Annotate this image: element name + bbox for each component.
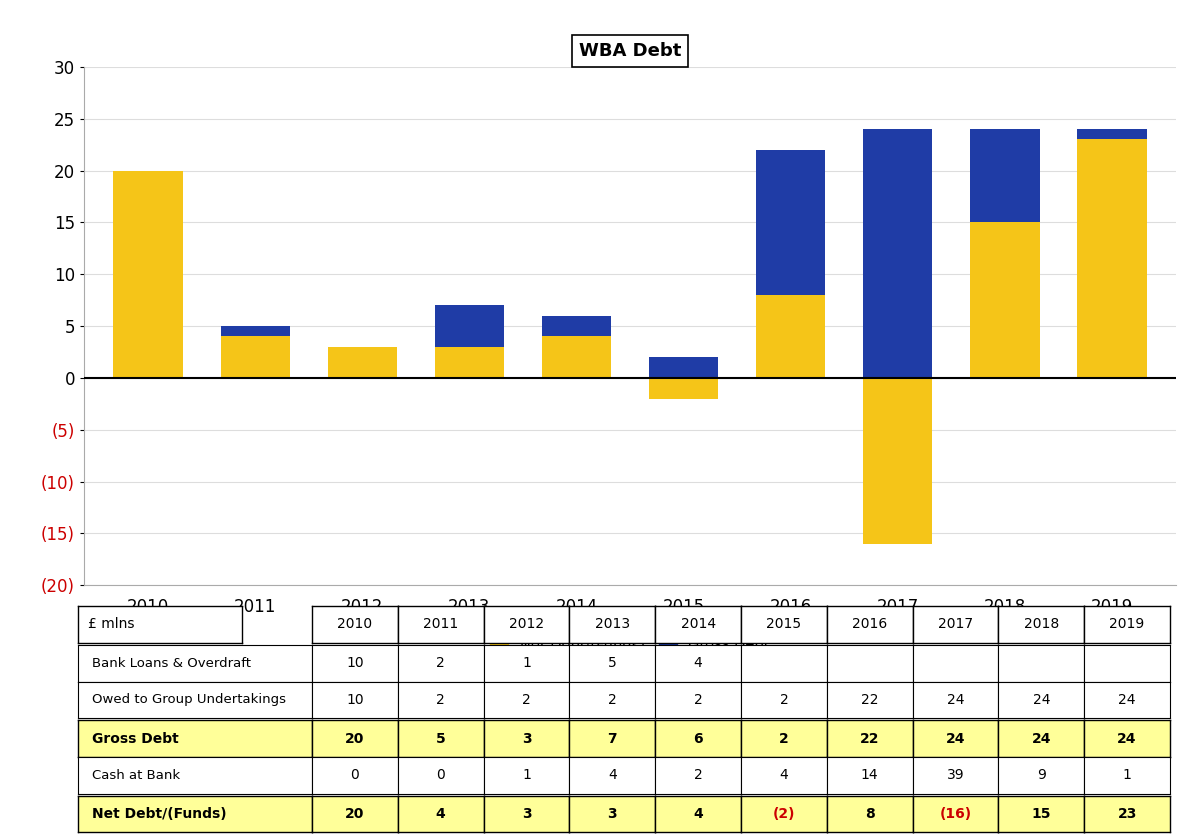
Text: 39: 39 xyxy=(947,768,965,782)
Bar xyxy=(114,171,184,378)
Text: 10: 10 xyxy=(346,693,364,707)
Bar xyxy=(434,347,504,378)
Text: 2017: 2017 xyxy=(938,618,973,631)
Text: 3: 3 xyxy=(607,807,617,821)
Text: 20: 20 xyxy=(346,807,365,821)
Text: 2: 2 xyxy=(694,693,702,707)
Text: 9: 9 xyxy=(1037,768,1045,782)
Text: 20: 20 xyxy=(346,732,365,746)
Bar xyxy=(970,129,1039,378)
Text: (16): (16) xyxy=(940,807,972,821)
Bar xyxy=(114,171,184,378)
Text: Owed to Group Undertakings: Owed to Group Undertakings xyxy=(92,693,286,706)
Text: 7: 7 xyxy=(607,732,617,746)
Text: 2: 2 xyxy=(780,693,788,707)
Text: 4: 4 xyxy=(436,807,445,821)
Text: 24: 24 xyxy=(1118,693,1136,707)
Bar xyxy=(1076,129,1146,378)
Text: 2: 2 xyxy=(608,693,617,707)
Title: WBA Debt: WBA Debt xyxy=(578,42,682,59)
Text: 24: 24 xyxy=(1032,732,1051,746)
Text: 1: 1 xyxy=(522,768,530,782)
Bar xyxy=(756,150,826,378)
Text: 0: 0 xyxy=(350,768,359,782)
Text: 22: 22 xyxy=(860,732,880,746)
Text: 2011: 2011 xyxy=(424,618,458,631)
Bar xyxy=(328,347,397,378)
Bar xyxy=(649,378,719,399)
Text: 4: 4 xyxy=(780,768,788,782)
Bar xyxy=(328,347,397,378)
Text: Gross Debt: Gross Debt xyxy=(92,732,179,746)
Bar xyxy=(434,305,504,378)
Text: 2018: 2018 xyxy=(1024,618,1058,631)
Bar xyxy=(649,357,719,378)
Text: 2: 2 xyxy=(522,693,530,707)
Text: 1: 1 xyxy=(522,656,530,670)
Text: 0: 0 xyxy=(437,768,445,782)
Text: 10: 10 xyxy=(346,656,364,670)
Text: 2: 2 xyxy=(437,693,445,707)
Text: 6: 6 xyxy=(694,732,703,746)
Text: 5: 5 xyxy=(608,656,617,670)
Text: 22: 22 xyxy=(860,693,878,707)
Bar xyxy=(221,326,290,378)
Text: 2: 2 xyxy=(437,656,445,670)
Text: 15: 15 xyxy=(1032,807,1051,821)
Text: 5: 5 xyxy=(436,732,445,746)
Text: (2): (2) xyxy=(773,807,796,821)
Text: 2: 2 xyxy=(694,768,702,782)
Bar xyxy=(1076,140,1146,378)
Text: 2015: 2015 xyxy=(767,618,802,631)
Text: Net Debt/(Funds): Net Debt/(Funds) xyxy=(92,807,227,821)
Text: 2010: 2010 xyxy=(337,618,372,631)
Text: 23: 23 xyxy=(1117,807,1136,821)
Bar xyxy=(863,129,932,378)
Text: 3: 3 xyxy=(522,732,532,746)
Bar xyxy=(541,316,611,378)
Text: 2016: 2016 xyxy=(852,618,887,631)
Text: 24: 24 xyxy=(947,693,965,707)
Bar xyxy=(541,336,611,378)
Text: 24: 24 xyxy=(946,732,965,746)
Text: 4: 4 xyxy=(694,807,703,821)
Text: 14: 14 xyxy=(860,768,878,782)
Text: 2: 2 xyxy=(779,732,788,746)
Text: £ mlns: £ mlns xyxy=(88,618,134,631)
Text: Cash at Bank: Cash at Bank xyxy=(92,769,180,782)
Text: 3: 3 xyxy=(522,807,532,821)
Text: 2012: 2012 xyxy=(509,618,544,631)
Bar xyxy=(756,295,826,378)
Text: 8: 8 xyxy=(865,807,875,821)
Text: 24: 24 xyxy=(1117,732,1136,746)
Bar xyxy=(221,336,290,378)
Legend: Net Debt/(Funds), Gross Debt: Net Debt/(Funds), Gross Debt xyxy=(485,631,775,658)
Text: Bank Loans & Overdraft: Bank Loans & Overdraft xyxy=(92,656,251,670)
Text: 2013: 2013 xyxy=(595,618,630,631)
Text: 4: 4 xyxy=(608,768,617,782)
Text: 2014: 2014 xyxy=(680,618,715,631)
Text: 1: 1 xyxy=(1123,768,1132,782)
Bar xyxy=(863,378,932,543)
Text: 4: 4 xyxy=(694,656,702,670)
Text: 2019: 2019 xyxy=(1110,618,1145,631)
Bar xyxy=(970,222,1039,378)
Text: 24: 24 xyxy=(1032,693,1050,707)
